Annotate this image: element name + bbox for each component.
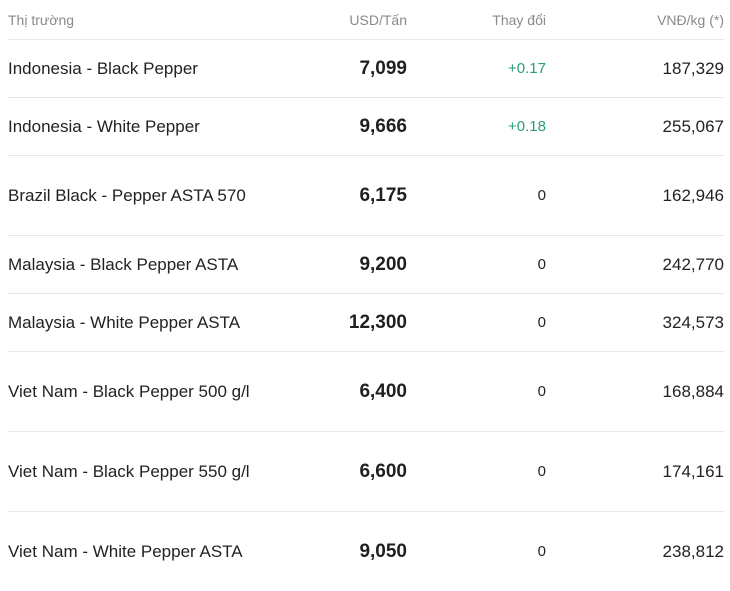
- vnd-price: 187,329: [662, 58, 724, 78]
- table-header: Thị trường USD/Tấn Thay đổi VNĐ/kg (*): [8, 0, 724, 40]
- usd-price: 9,050: [359, 540, 407, 562]
- vnd-price: 168,884: [662, 381, 724, 401]
- table-row: Viet Nam - White Pepper ASTA 9,050 0 238…: [8, 512, 724, 591]
- usd-price: 7,099: [359, 57, 407, 79]
- market-name: Viet Nam - White Pepper ASTA: [8, 541, 243, 561]
- vnd-price: 238,812: [662, 541, 724, 561]
- price-change: +0.17: [508, 60, 546, 77]
- market-name: Indonesia - White Pepper: [8, 116, 200, 136]
- market-name: Indonesia - Black Pepper: [8, 58, 198, 78]
- usd-price: 12,300: [348, 311, 407, 333]
- table-row: Malaysia - White Pepper ASTA 12,300 0 32…: [8, 294, 724, 352]
- price-change: 0: [537, 187, 546, 204]
- price-change: 0: [537, 314, 546, 331]
- vnd-price: 162,946: [662, 185, 724, 205]
- vnd-price: 255,067: [662, 116, 724, 136]
- usd-price: 9,666: [359, 115, 407, 137]
- price-change: 0: [537, 463, 546, 480]
- price-change: +0.18: [508, 118, 546, 135]
- table-row: Indonesia - White Pepper 9,666 +0.18 255…: [8, 98, 724, 156]
- header-usd-per-ton: USD/Tấn: [349, 11, 407, 28]
- market-name: Viet Nam - Black Pepper 550 g/l: [8, 461, 250, 481]
- table-row: Viet Nam - Black Pepper 500 g/l 6,400 0 …: [8, 352, 724, 432]
- market-name: Malaysia - Black Pepper ASTA: [8, 254, 239, 274]
- market-name: Malaysia - White Pepper ASTA: [8, 312, 241, 332]
- vnd-price: 174,161: [662, 461, 724, 481]
- table-row: Viet Nam - Black Pepper 550 g/l 6,600 0 …: [8, 432, 724, 512]
- usd-price: 6,400: [359, 380, 407, 402]
- usd-price: 9,200: [359, 253, 407, 275]
- price-change: 0: [537, 543, 546, 560]
- header-market: Thị trường: [8, 11, 75, 28]
- vnd-price: 242,770: [662, 254, 724, 274]
- market-name: Brazil Black - Pepper ASTA 570: [8, 185, 246, 205]
- table-row: Brazil Black - Pepper ASTA 570 6,175 0 1…: [8, 156, 724, 236]
- table-row: Malaysia - Black Pepper ASTA 9,200 0 242…: [8, 236, 724, 294]
- market-name: Viet Nam - Black Pepper 500 g/l: [8, 381, 250, 401]
- price-change: 0: [537, 383, 546, 400]
- header-change: Thay đổi: [492, 11, 546, 28]
- table-row: Indonesia - Black Pepper 7,099 +0.17 187…: [8, 40, 724, 98]
- usd-price: 6,175: [359, 184, 407, 206]
- header-vnd-per-kg: VNĐ/kg (*): [657, 11, 724, 28]
- vnd-price: 324,573: [662, 312, 724, 332]
- usd-price: 6,600: [359, 460, 407, 482]
- price-change: 0: [537, 256, 546, 273]
